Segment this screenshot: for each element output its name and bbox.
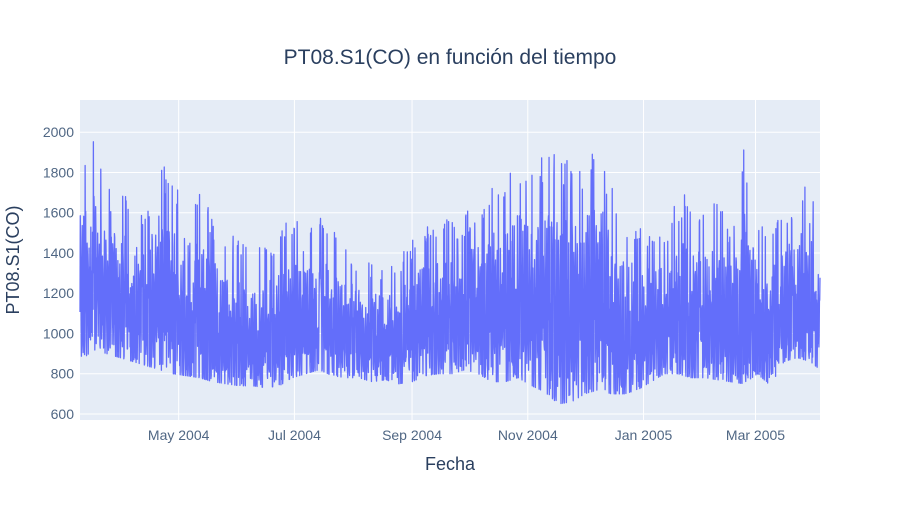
x-tick-label: Sep 2004 [382,427,442,443]
y-tick-label: 2000 [43,124,74,140]
chart-title: PT08.S1(CO) en función del tiempo [284,46,617,69]
x-axis-ticks: May 2004 Jul 2004 Sep 2004 Nov 2004 Jan 2005… [148,427,785,443]
series-group [79,141,821,405]
series-line-0 [79,141,821,405]
y-tick-label: 1200 [43,285,74,301]
x-tick-label: Jan 2005 [615,427,673,443]
y-axis-ticks: 600 800 1000 1200 1400 1600 1800 2000 [43,124,74,422]
y-tick-label: 800 [51,366,75,382]
x-tick-label: May 2004 [148,427,210,443]
x-tick-label: Nov 2004 [498,427,558,443]
y-tick-label: 1400 [43,245,74,261]
x-tick-label: Jul 2004 [268,427,321,443]
x-tick-label: Mar 2005 [726,427,785,443]
y-axis-label: PT08.S1(CO) [3,205,23,314]
y-tick-label: 1000 [43,325,74,341]
y-tick-label: 600 [51,406,75,422]
y-tick-label: 1800 [43,164,74,180]
x-axis-label: Fecha [425,454,476,474]
y-tick-label: 1600 [43,205,74,221]
